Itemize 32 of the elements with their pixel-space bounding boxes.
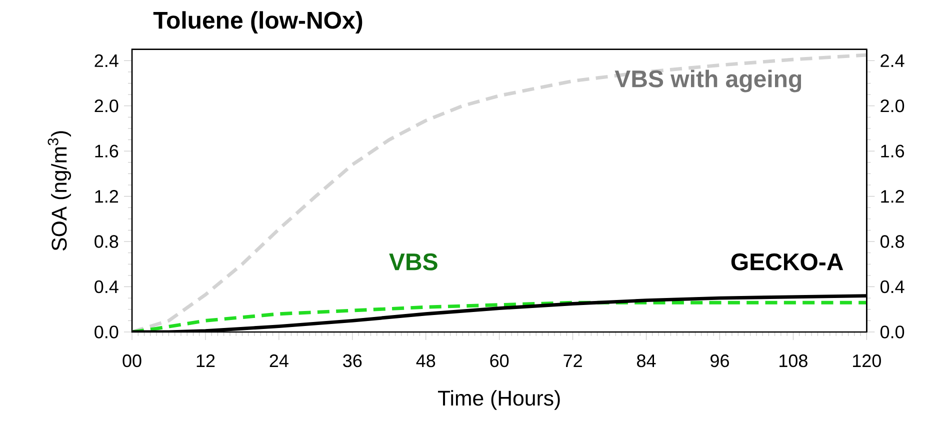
y2-tick-label: 0.8 xyxy=(880,235,904,248)
x-tick-label: 120 xyxy=(853,354,881,368)
y-tick-label: 2.0 xyxy=(94,99,118,112)
y-tick-label: 0.0 xyxy=(94,326,118,338)
y2-tick-label: 1.6 xyxy=(881,144,904,158)
y2-tick-label: 0.4 xyxy=(880,280,904,294)
x-tick-label: 96 xyxy=(710,354,729,368)
y-tick-label: 1.2 xyxy=(95,190,118,203)
line-series xyxy=(132,53,867,332)
y-tick-label: 2.4 xyxy=(94,54,118,67)
y-axis-title: SOA (ng/m$^{3}$) xyxy=(48,131,71,250)
y-tick-label: 1.6 xyxy=(95,144,118,158)
y2-tick-label: 2.4 xyxy=(880,54,904,67)
y2-tick-label: 1.2 xyxy=(881,190,904,203)
x-tick-label: 48 xyxy=(416,354,436,368)
y-tick-label: 0.8 xyxy=(94,235,118,248)
x-axis-title: Time (Hours) xyxy=(438,390,560,410)
series-label: VBS with ageing xyxy=(614,70,802,92)
y-tick-label: 0.4 xyxy=(94,280,118,294)
x-tick-label: 84 xyxy=(637,354,656,368)
x-tick-label: 00 xyxy=(122,354,142,368)
x-tick-label: 24 xyxy=(270,354,288,367)
x-tick-label: 36 xyxy=(343,354,362,368)
x-tick-label: 12 xyxy=(196,354,215,367)
x-tick-label: 108 xyxy=(780,354,808,368)
series-label: VBS xyxy=(389,253,438,270)
series-label: GECKO-A xyxy=(731,253,844,270)
x-tick-label: 60 xyxy=(490,354,509,368)
y2-tick-label: 2.0 xyxy=(880,99,904,112)
x-tick-label: 72 xyxy=(564,354,582,367)
y2-tick-label: 0.0 xyxy=(880,326,904,338)
chart-title: Toluene (low-NOx) xyxy=(153,11,362,34)
